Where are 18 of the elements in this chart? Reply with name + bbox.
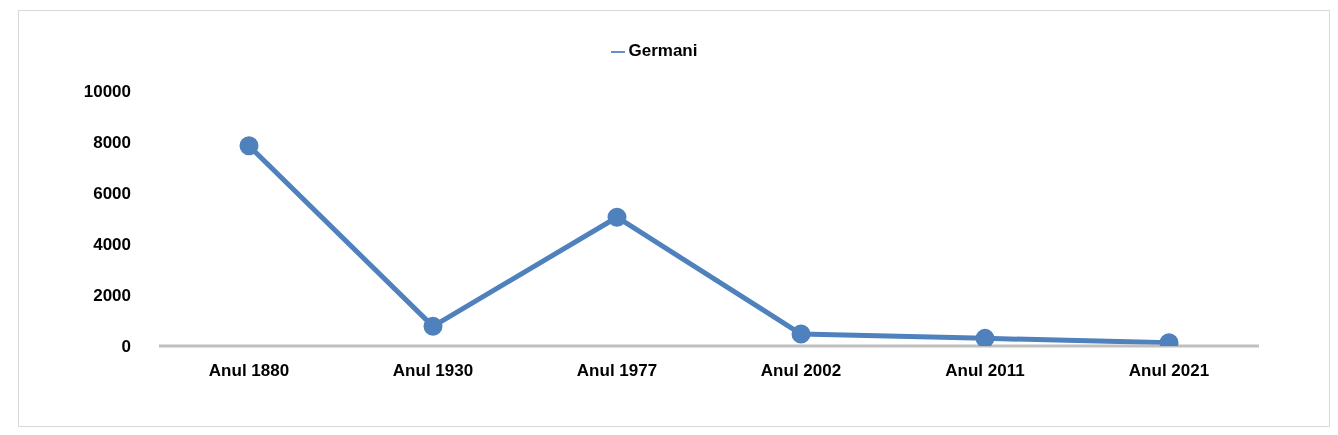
point — [423, 316, 443, 336]
y-tick-label: 4000 — [93, 235, 131, 255]
point — [607, 207, 627, 227]
y-tick-label: 0 — [121, 337, 131, 357]
point — [239, 136, 259, 156]
point — [975, 328, 995, 346]
x-tick-label: Anul 2011 — [945, 361, 1025, 381]
point — [791, 324, 811, 344]
y-tick-label: 8000 — [93, 133, 131, 153]
x-tick-label: Anul 1977 — [576, 361, 658, 381]
x-tick-label: Anul 1930 — [392, 361, 474, 381]
y-tick-label: 10000 — [83, 82, 131, 102]
x-tick-label: Anul 2021 — [1128, 361, 1210, 381]
x-tick-label: Anul 2002 — [760, 361, 842, 381]
x-tick-label: Anul 1880 — [208, 361, 290, 381]
legend-label: Germani — [628, 41, 698, 60]
y-tick-label: 6000 — [93, 184, 131, 204]
y-tick-label: 2000 — [93, 286, 131, 306]
